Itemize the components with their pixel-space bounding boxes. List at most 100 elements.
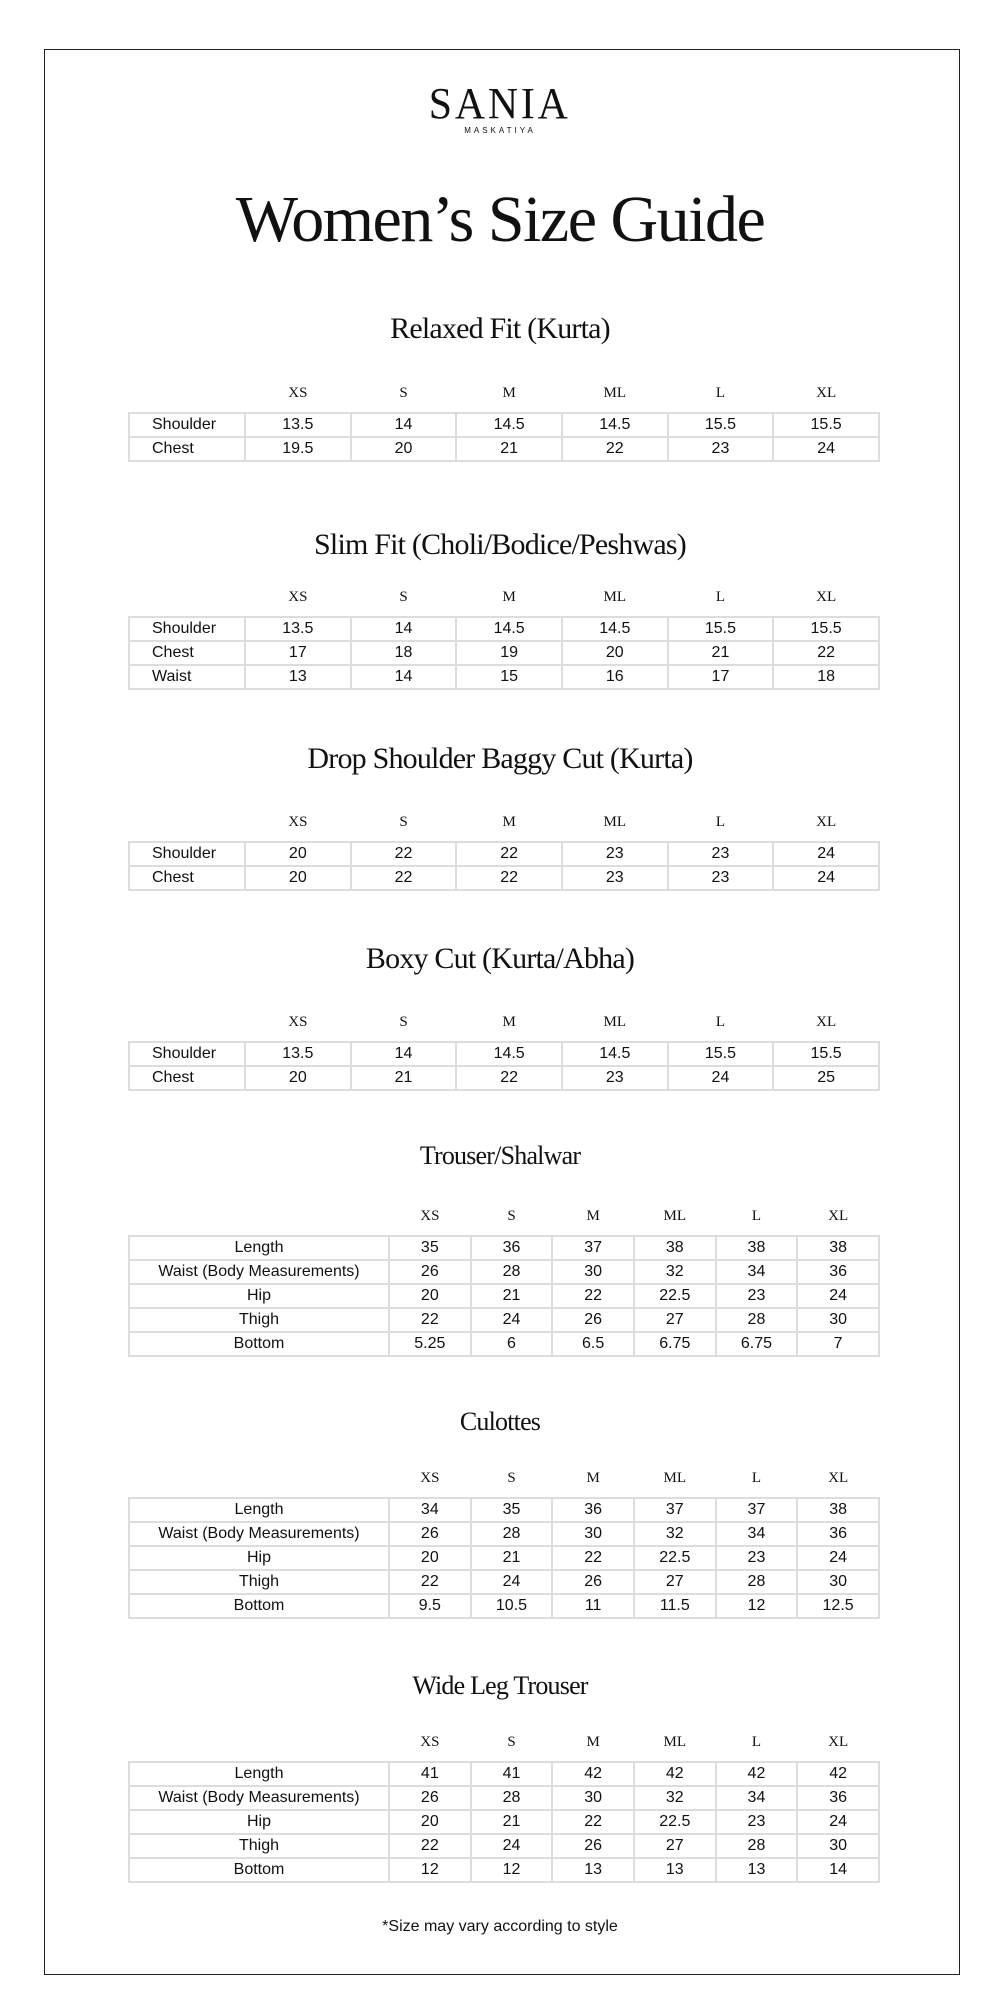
size-header: XL bbox=[828, 1734, 849, 1750]
measurement-label: Shoulder bbox=[128, 1041, 246, 1067]
measurement-value: 22 bbox=[388, 1569, 472, 1595]
size-header: ML bbox=[603, 385, 627, 401]
measurement-value: 18 bbox=[772, 664, 880, 690]
footnote: *Size may vary according to style bbox=[382, 1918, 618, 1935]
measurement-value: 37 bbox=[714, 1497, 799, 1523]
measurement-label: Shoulder bbox=[128, 616, 246, 642]
measurement-label: Thigh bbox=[128, 1833, 390, 1859]
measurement-value: 36 bbox=[796, 1259, 880, 1285]
measurement-label: Bottom bbox=[128, 1593, 390, 1619]
measurement-value: 12 bbox=[469, 1857, 554, 1883]
measurement-value: 36 bbox=[469, 1235, 554, 1261]
measurement-value: 23 bbox=[666, 436, 775, 462]
measurement-value: 22 bbox=[349, 841, 458, 867]
measurement-value: 23 bbox=[714, 1283, 799, 1309]
size-table: XS S M ML L XL Length 35 36 37 38 38 38 Waist (Body M… bbox=[128, 1197, 880, 1357]
size-table: XS S M ML L XL Shoulder 13.5 14 14.5 14.5 15.5 15.5 C… bbox=[128, 578, 880, 690]
measurement-value: 6 bbox=[469, 1331, 554, 1357]
measurement-label: Chest bbox=[128, 865, 246, 891]
size-header-row: XS S M ML L XL bbox=[129, 374, 879, 413]
measurement-value: 30 bbox=[551, 1259, 635, 1285]
size-header: XL bbox=[816, 385, 837, 401]
measurement-value: 12.5 bbox=[796, 1593, 880, 1619]
measurement-value: 28 bbox=[469, 1785, 554, 1811]
measurement-value: 21 bbox=[469, 1545, 554, 1571]
measurement-value: 21 bbox=[455, 436, 563, 462]
measurement-value: 28 bbox=[469, 1259, 554, 1285]
measurement-value: 22.5 bbox=[632, 1809, 717, 1835]
table-row: Chest 20 22 22 23 23 24 bbox=[128, 865, 880, 891]
size-header: S bbox=[399, 1014, 408, 1030]
measurement-label: Hip bbox=[128, 1809, 390, 1835]
size-header: M bbox=[502, 589, 516, 605]
measurement-value: 27 bbox=[632, 1569, 717, 1595]
measurement-value: 18 bbox=[349, 640, 458, 666]
size-header: L bbox=[715, 814, 726, 830]
size-header-row: XS S M ML L XL bbox=[129, 803, 879, 842]
table-row: Length 35 36 37 38 38 38 bbox=[128, 1235, 880, 1261]
measurement-value: 36 bbox=[796, 1785, 880, 1811]
table-row: Shoulder 13.5 14 14.5 14.5 15.5 15.5 bbox=[128, 412, 880, 438]
page-frame bbox=[44, 49, 960, 1975]
measurement-value: 21 bbox=[666, 640, 775, 666]
measurement-value: 22 bbox=[349, 865, 458, 891]
size-header-row: XS S M ML L XL bbox=[129, 578, 879, 617]
empty-header bbox=[129, 1003, 245, 1042]
measurement-value: 28 bbox=[469, 1521, 554, 1547]
section-title: Wide Leg Trouser bbox=[412, 1671, 588, 1700]
measurement-label: Length bbox=[128, 1761, 390, 1787]
page-title: Women’s Size Guide bbox=[235, 183, 766, 256]
size-header: M bbox=[586, 1470, 600, 1486]
table-row: Thigh 22 24 26 27 28 30 bbox=[128, 1569, 880, 1595]
table-row: Bottom 9.5 10.5 11 11.5 12 12.5 bbox=[128, 1593, 880, 1619]
size-header-row: XS S M ML L XL bbox=[129, 1197, 879, 1236]
size-header: S bbox=[507, 1734, 516, 1750]
measurement-value: 22 bbox=[551, 1809, 635, 1835]
size-header: S bbox=[507, 1470, 516, 1486]
measurement-value: 24 bbox=[796, 1283, 880, 1309]
size-header: ML bbox=[663, 1208, 687, 1224]
measurement-value: 15.5 bbox=[666, 412, 775, 438]
measurement-value: 13 bbox=[632, 1857, 717, 1883]
measurement-value: 35 bbox=[388, 1235, 472, 1261]
measurement-value: 26 bbox=[388, 1521, 472, 1547]
measurement-value: 26 bbox=[551, 1569, 635, 1595]
measurement-label: Chest bbox=[128, 640, 246, 666]
measurement-value: 38 bbox=[714, 1235, 799, 1261]
measurement-value: 32 bbox=[632, 1785, 717, 1811]
measurement-value: 22 bbox=[455, 841, 563, 867]
size-header-row: XS S M ML L XL bbox=[129, 1003, 879, 1042]
size-header: M bbox=[586, 1208, 600, 1224]
measurement-label: Waist bbox=[128, 664, 246, 690]
size-header: XS bbox=[420, 1470, 440, 1486]
size-table: XS S M ML L XL Length 34 35 36 37 37 38 Waist (Body M… bbox=[128, 1459, 880, 1619]
measurement-value: 14.5 bbox=[455, 616, 563, 642]
size-table: XS S M ML L XL Shoulder 20 22 22 23 23 24 Chest 20 22 22… bbox=[128, 803, 880, 891]
measurement-value: 38 bbox=[796, 1235, 880, 1261]
measurement-value: 13 bbox=[244, 664, 352, 690]
brand-logo: SANIA MASKATIYA bbox=[0, 82, 1000, 136]
measurement-label: Thigh bbox=[128, 1569, 390, 1595]
measurement-value: 35 bbox=[469, 1497, 554, 1523]
table-row: Waist (Body Measurements) 26 28 30 32 34 36 bbox=[128, 1785, 880, 1811]
empty-header bbox=[129, 374, 245, 413]
size-table: XS S M ML L XL Shoulder 13.5 14 14.5 14.5 15.5 15.5 C… bbox=[128, 1003, 880, 1091]
measurement-label: Thigh bbox=[128, 1307, 390, 1333]
empty-header bbox=[129, 1197, 389, 1236]
empty-header bbox=[129, 1459, 389, 1498]
measurement-value: 24 bbox=[796, 1809, 880, 1835]
measurement-value: 41 bbox=[469, 1761, 554, 1787]
measurement-value: 30 bbox=[796, 1307, 880, 1333]
empty-header bbox=[129, 1723, 389, 1762]
measurement-value: 21 bbox=[349, 1065, 458, 1091]
measurement-value: 7 bbox=[796, 1331, 880, 1357]
measurement-label: Bottom bbox=[128, 1331, 390, 1357]
measurement-value: 14 bbox=[349, 1041, 458, 1067]
measurement-value: 15.5 bbox=[772, 616, 880, 642]
measurement-value: 23 bbox=[560, 1065, 669, 1091]
table-row: Shoulder 13.5 14 14.5 14.5 15.5 15.5 bbox=[128, 616, 880, 642]
measurement-value: 13.5 bbox=[244, 1041, 352, 1067]
measurement-label: Shoulder bbox=[128, 841, 246, 867]
measurement-value: 42 bbox=[551, 1761, 635, 1787]
size-header: XL bbox=[828, 1208, 849, 1224]
